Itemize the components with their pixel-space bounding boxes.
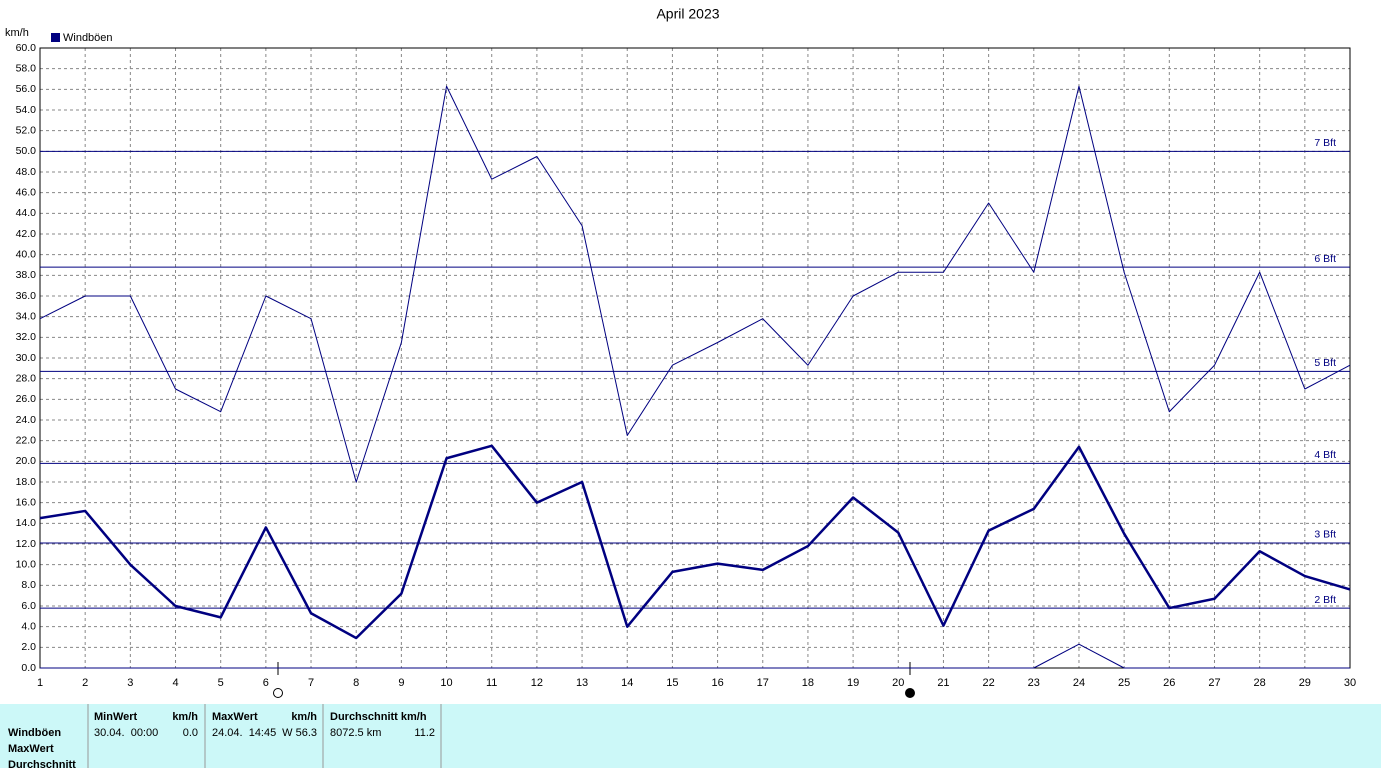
- beaufort-label: 2 Bft: [1314, 594, 1336, 606]
- y-tick-label: 20.0: [16, 455, 37, 467]
- y-tick-label: 50.0: [16, 145, 37, 157]
- x-tick-label: 17: [757, 677, 769, 689]
- x-tick-label: 8: [353, 677, 359, 689]
- table-header: Durchschnitt km/h: [330, 711, 427, 723]
- x-tick-label: 13: [576, 677, 588, 689]
- y-tick-label: 30.0: [16, 352, 37, 364]
- x-tick-label: 20: [892, 677, 904, 689]
- beaufort-label: 5 Bft: [1314, 357, 1336, 369]
- y-unit: km/h: [5, 27, 29, 39]
- x-tick-label: 26: [1163, 677, 1175, 689]
- y-tick-label: 52.0: [16, 124, 37, 136]
- x-tick-label: 1: [37, 677, 43, 689]
- series-line: [40, 643, 1350, 669]
- y-tick-label: 56.0: [16, 83, 37, 95]
- y-tick-label: 40.0: [16, 248, 37, 260]
- x-tick-label: 2: [82, 677, 88, 689]
- x-tick-label: 11: [486, 677, 497, 689]
- y-tick-label: 16.0: [16, 496, 37, 508]
- x-tick-label: 12: [531, 677, 543, 689]
- beaufort-label: 7 Bft: [1314, 137, 1336, 149]
- y-tick-label: 10.0: [16, 558, 37, 570]
- x-tick-label: 23: [1028, 677, 1040, 689]
- x-tick-label: 3: [127, 677, 133, 689]
- table-header: km/h: [172, 711, 198, 723]
- y-tick-label: 28.0: [16, 372, 37, 384]
- x-tick-label: 9: [398, 677, 404, 689]
- x-tick-label: 19: [847, 677, 859, 689]
- table-header: MinWert: [94, 711, 138, 723]
- table-background: [0, 704, 1381, 768]
- y-tick-label: 32.0: [16, 331, 37, 343]
- table-header: km/h: [291, 711, 317, 723]
- x-tick-label: 27: [1208, 677, 1220, 689]
- y-tick-label: 38.0: [16, 269, 37, 281]
- x-tick-label: 14: [621, 677, 633, 689]
- x-tick-label: 7: [308, 677, 314, 689]
- y-tick-label: 6.0: [21, 600, 36, 612]
- y-tick-label: 8.0: [21, 579, 36, 591]
- y-tick-label: 2.0: [21, 641, 36, 653]
- moon-icons: [273, 662, 915, 698]
- series-line: [39, 444, 1351, 640]
- y-tick-label: 54.0: [16, 104, 37, 116]
- row-label: MaxWert: [8, 743, 54, 755]
- beaufort-label: 3 Bft: [1314, 529, 1336, 541]
- y-tick-label: 46.0: [16, 186, 37, 198]
- x-tick-label: 29: [1299, 677, 1311, 689]
- table-cell: 30.04. 00:00: [94, 727, 158, 739]
- table-cell: W 56.3: [282, 727, 317, 739]
- x-tick-label: 5: [218, 677, 224, 689]
- series-line: [39, 85, 1351, 483]
- y-tick-label: 58.0: [16, 62, 37, 74]
- x-tick-label: 15: [666, 677, 678, 689]
- y-tick-label: 22.0: [16, 434, 37, 446]
- legend-swatch: [51, 33, 60, 42]
- x-tick-label: 6: [263, 677, 269, 689]
- x-tick-label: 22: [982, 677, 994, 689]
- y-tick-label: 26.0: [16, 393, 37, 405]
- table-borders: [87, 704, 442, 768]
- table-cell: 24.04. 14:45: [212, 727, 276, 739]
- y-tick-label: 34.0: [16, 310, 37, 322]
- y-tick-label: 42.0: [16, 228, 37, 240]
- table-header: MaxWert: [212, 711, 258, 723]
- x-tick-label: 10: [440, 677, 452, 689]
- y-tick-label: 48.0: [16, 166, 37, 178]
- x-tick-label: 21: [937, 677, 949, 689]
- y-tick-label: 44.0: [16, 207, 37, 219]
- table-cell: 0.0: [183, 727, 198, 739]
- row-label: Windböen: [8, 727, 61, 739]
- x-tick-label: 28: [1254, 677, 1266, 689]
- x-tick-label: 25: [1118, 677, 1130, 689]
- x-tick-label: 4: [172, 677, 178, 689]
- y-tick-label: 36.0: [16, 290, 37, 302]
- y-tick-label: 60.0: [16, 42, 37, 54]
- legend-label: Windböen: [63, 32, 113, 44]
- x-tick-label: 16: [711, 677, 723, 689]
- chart-title: April 2023: [656, 6, 719, 22]
- grid: [39, 47, 1351, 669]
- y-tick-label: 24.0: [16, 414, 37, 426]
- table-cell: 8072.5 km: [330, 727, 381, 739]
- y-tick-label: 18.0: [16, 476, 37, 488]
- y-tick-label: 12.0: [16, 538, 37, 550]
- beaufort-label: 6 Bft: [1314, 253, 1336, 265]
- x-tick-label: 30: [1344, 677, 1356, 689]
- y-tick-label: 0.0: [21, 662, 36, 674]
- y-tick-label: 4.0: [21, 620, 36, 632]
- beaufort-label: 4 Bft: [1314, 449, 1336, 461]
- y-tick-label: 14.0: [16, 517, 37, 529]
- row-label: Durchschnitt: [8, 759, 76, 768]
- x-tick-label: 18: [802, 677, 814, 689]
- x-tick-label: 24: [1073, 677, 1085, 689]
- table-cell: 11.2: [414, 727, 435, 739]
